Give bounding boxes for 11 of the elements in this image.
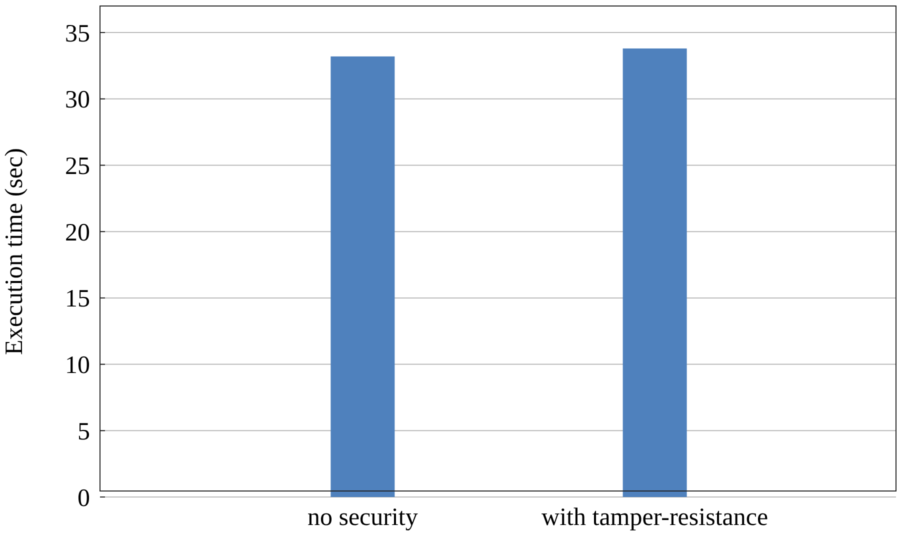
y-tick-label: 25 [65,152,90,180]
y-tick-label: 30 [65,86,90,114]
y-axis-title: Execution time (sec) [1,148,28,355]
y-tick-label: 5 [78,418,90,446]
y-tick-label: 20 [65,219,90,246]
y-tick-label: 10 [65,352,90,380]
x-tick-label: no security [307,504,418,531]
x-tick-label: with tamper-resistance [542,504,768,531]
y-tick-label: 15 [65,286,90,313]
y-tick-label: 0 [78,484,90,512]
y-tick-label: 35 [65,20,90,48]
